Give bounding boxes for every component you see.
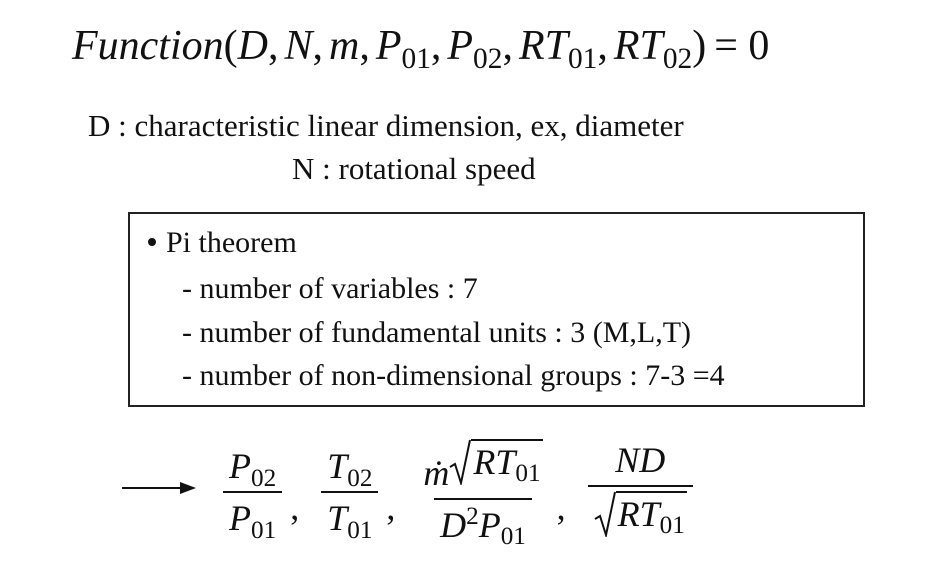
math-term: RT01	[518, 23, 597, 75]
arrow	[122, 482, 196, 494]
math-term: N	[284, 23, 312, 69]
radicand: RT01	[471, 438, 543, 488]
non-dimensional-groups: P02 P01, T02 T01, ṁ RT01 D2P01, ND RT01	[215, 432, 701, 552]
term-subscript: 02	[347, 464, 373, 492]
definition: N : rotational speed	[292, 151, 536, 186]
term-base: P	[478, 504, 501, 545]
fraction: P02 P01	[223, 445, 283, 544]
math-term: P02	[229, 446, 276, 492]
term-subscript: 01	[347, 516, 373, 544]
fraction: T02 T01	[321, 445, 379, 544]
fraction: ND RT01	[587, 439, 693, 546]
square-root: RT01	[449, 438, 543, 488]
math-term: ND	[615, 440, 665, 480]
term-base: m	[329, 23, 360, 69]
numerator: P02	[223, 445, 282, 492]
root-sign	[449, 439, 472, 485]
term-base: T	[327, 446, 348, 486]
paren: (	[223, 23, 238, 69]
term-subscript: 02	[251, 464, 277, 492]
math-term: D	[238, 23, 268, 69]
term-base: D	[237, 23, 268, 69]
separator: ,	[312, 23, 324, 69]
term-base: ṁ	[423, 452, 450, 493]
separator: ,	[386, 487, 396, 527]
term-subscript: 01	[251, 516, 277, 544]
term-base: P	[229, 498, 251, 538]
separator: ,	[556, 487, 566, 527]
term-base: P	[447, 23, 474, 69]
equation-rhs: = 0	[714, 23, 770, 69]
paren: )	[692, 23, 707, 69]
numerator: T02	[321, 445, 378, 492]
separator: ,	[430, 23, 442, 69]
square-root: RT01	[594, 490, 687, 540]
term-subscript: 01	[500, 523, 526, 551]
box-title: Pi theorem	[146, 226, 297, 260]
denominator: T01	[321, 491, 379, 544]
term-base: T	[327, 498, 348, 538]
math-term: RT01	[617, 493, 685, 540]
term-base: P	[375, 23, 402, 69]
math-term: P01	[375, 23, 431, 75]
denominator: D2P01	[434, 497, 532, 551]
box-item: - number of non-dimensional groups : 7-3…	[182, 359, 725, 392]
definition: D : characteristic linear dimension, ex,…	[88, 108, 684, 143]
math-term: D2	[440, 502, 479, 545]
term-base: RT	[518, 23, 568, 69]
root-sign	[594, 491, 616, 537]
numerator: ND	[609, 439, 671, 485]
box-item: - number of fundamental units : 3 (M,L,T…	[182, 316, 692, 349]
separator: ,	[290, 487, 300, 527]
equation: Function(D, N, m, P01, P02, RT01, RT02) = 0	[72, 22, 770, 75]
term-base: P	[229, 446, 251, 486]
math-term: P02	[447, 23, 502, 75]
math-term: T02	[327, 446, 372, 492]
math-term: RT01	[473, 441, 540, 488]
math-term: T01	[327, 498, 372, 544]
term-base: D	[440, 504, 467, 545]
box-item: - number of variables : 7	[182, 272, 478, 305]
denominator: P01	[223, 491, 283, 544]
math-term: ṁ	[423, 453, 449, 493]
math-term: P01	[229, 498, 276, 544]
term-subscript: 02	[662, 42, 693, 75]
term-base: RT	[613, 23, 663, 69]
term-base: ND	[615, 439, 666, 480]
denominator: RT01	[587, 484, 693, 546]
function-name: Function	[72, 23, 224, 69]
term-subscript: 01	[515, 460, 541, 488]
pi-theorem-box: Pi theorem - number of variables : 7 - n…	[128, 212, 865, 407]
fraction: ṁ RT01 D2P01	[417, 438, 548, 551]
math-term: RT02	[613, 23, 692, 75]
radicand: RT01	[615, 490, 687, 540]
math-term: P01	[478, 504, 526, 551]
math-term: m	[329, 23, 359, 69]
term-base: N	[284, 23, 313, 69]
term-superscript: 2	[466, 502, 479, 530]
term-subscript: 01	[659, 512, 685, 540]
term-subscript: 01	[401, 42, 431, 75]
separator: ,	[502, 23, 513, 69]
separator: ,	[597, 23, 608, 69]
term-base: RT	[617, 493, 660, 534]
term-base: RT	[473, 441, 516, 482]
separator: ,	[359, 23, 370, 69]
term-subscript: 01	[567, 42, 598, 75]
numerator: ṁ RT01	[417, 438, 548, 498]
separator: ,	[267, 23, 279, 69]
term-subscript: 02	[473, 42, 503, 75]
